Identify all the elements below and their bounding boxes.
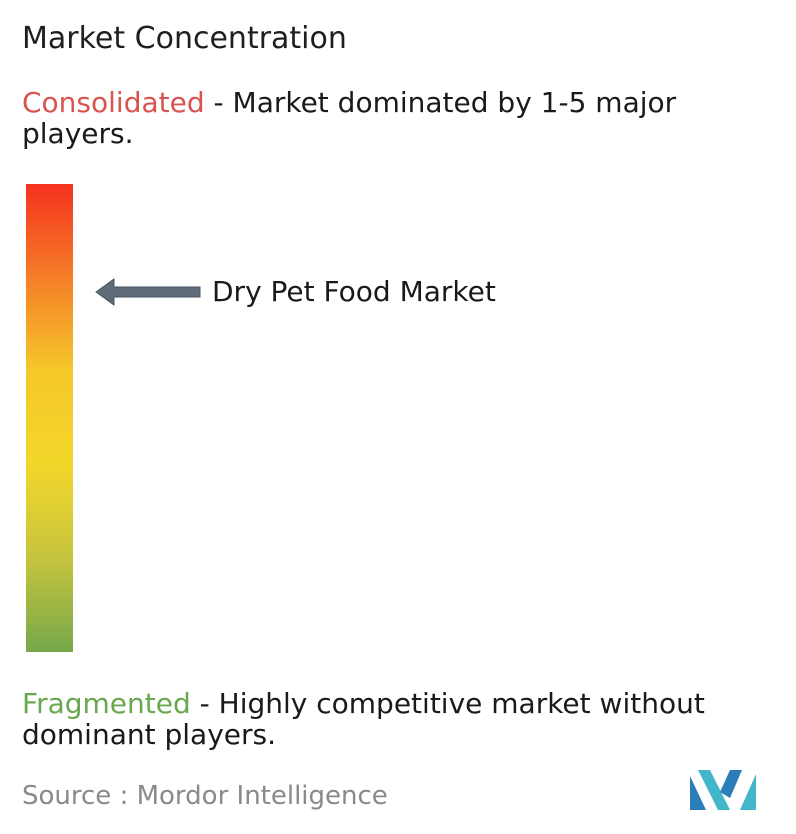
consolidated-label: Consolidated — [22, 86, 205, 119]
source-credit: Source : Mordor Intelligence — [22, 781, 388, 811]
concentration-gradient-bar — [26, 184, 73, 652]
fragmented-text: - Highly competitive market without domi… — [22, 687, 705, 751]
chart-title: Market Concentration — [22, 21, 347, 56]
mordor-intelligence-logo — [690, 770, 756, 810]
marker-arrow-icon — [95, 277, 201, 306]
fragmented-label: Fragmented — [22, 687, 191, 720]
marker-label: Dry Pet Food Market — [212, 274, 496, 308]
consolidated-text: - Market dominated by 1-5 major players. — [22, 86, 677, 150]
consolidated-description: Consolidated - Market dominated by 1-5 m… — [22, 87, 792, 149]
fragmented-description: Fragmented - Highly competitive market w… — [22, 688, 792, 750]
